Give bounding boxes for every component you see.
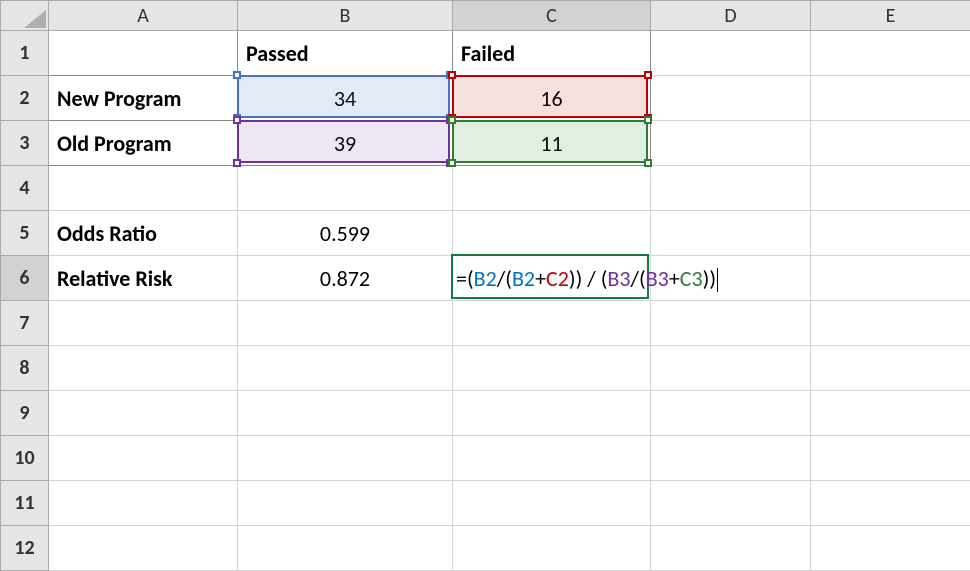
cell-E10[interactable] [811,436,970,481]
col-header-E[interactable]: E [811,1,970,31]
cell-E6[interactable] [811,256,970,301]
cell-D11[interactable] [651,481,811,526]
row-1: 1 PassedFailed [1,31,970,76]
row-7: 7 [1,301,970,346]
cell-C8[interactable] [453,346,651,391]
row-11: 11 [1,481,970,526]
cell-D9[interactable] [651,391,811,436]
cell-D4[interactable] [651,166,811,211]
row-header-3[interactable]: 3 [1,121,49,166]
cell-C5[interactable] [453,211,651,256]
row-header-2[interactable]: 2 [1,76,49,121]
cell-A12[interactable] [49,526,238,571]
row-4: 4 [1,166,970,211]
cell-E7[interactable] [811,301,970,346]
cell-B2[interactable]: 34 [238,76,453,121]
column-header-row: A B C D E [1,1,970,31]
row-12: 12 [1,526,970,571]
select-all-corner[interactable] [1,1,49,31]
cell-C1[interactable]: Failed [453,31,651,76]
cell-B12[interactable] [238,526,453,571]
row-2: 2New Program3416 [1,76,970,121]
cell-A1[interactable] [49,31,238,76]
row-6: 6Relative Risk0.872 [1,256,970,301]
cell-D10[interactable] [651,436,811,481]
cell-D7[interactable] [651,301,811,346]
grid-table[interactable]: A B C D E 1PassedFailed2New Program34163… [0,0,970,571]
cell-C2[interactable]: 16 [453,76,651,121]
cell-D1[interactable] [651,31,811,76]
cell-C3[interactable]: 11 [453,121,651,166]
cell-C9[interactable] [453,391,651,436]
cell-B4[interactable] [238,166,453,211]
cell-C6[interactable] [453,256,651,301]
cell-B1[interactable]: Passed [238,31,453,76]
cell-D8[interactable] [651,346,811,391]
row-header-5[interactable]: 5 [1,211,49,256]
cell-E8[interactable] [811,346,970,391]
cell-D5[interactable] [651,211,811,256]
cell-A10[interactable] [49,436,238,481]
cell-B7[interactable] [238,301,453,346]
row-header-8[interactable]: 8 [1,346,49,391]
row-header-6[interactable]: 6 [1,256,49,301]
col-header-D[interactable]: D [651,1,811,31]
cell-A4[interactable] [49,166,238,211]
row-10: 10 [1,436,970,481]
row-header-10[interactable]: 10 [1,436,49,481]
col-header-C[interactable]: C [453,1,651,31]
row-header-9[interactable]: 9 [1,391,49,436]
row-header-1[interactable]: 1 [1,31,49,76]
row-header-4[interactable]: 4 [1,166,49,211]
cell-E3[interactable] [811,121,970,166]
row-9: 9 [1,391,970,436]
cell-A2[interactable]: New Program [49,76,238,121]
cell-A3[interactable]: Old Program [49,121,238,166]
cell-B11[interactable] [238,481,453,526]
cell-B3[interactable]: 39 [238,121,453,166]
cell-E11[interactable] [811,481,970,526]
cell-A7[interactable] [49,301,238,346]
cell-A9[interactable] [49,391,238,436]
cell-D2[interactable] [651,76,811,121]
cell-C12[interactable] [453,526,651,571]
row-header-7[interactable]: 7 [1,301,49,346]
cell-E5[interactable] [811,211,970,256]
cell-A5[interactable]: Odds Ratio [49,211,238,256]
cell-B9[interactable] [238,391,453,436]
cell-E4[interactable] [811,166,970,211]
row-8: 8 [1,346,970,391]
cell-D12[interactable] [651,526,811,571]
cell-E1[interactable] [811,31,970,76]
cell-C4[interactable] [453,166,651,211]
col-header-B[interactable]: B [238,1,453,31]
cell-C10[interactable] [453,436,651,481]
cell-A6[interactable]: Relative Risk [49,256,238,301]
spreadsheet: A B C D E 1PassedFailed2New Program34163… [0,0,970,571]
row-5: 5Odds Ratio0.599 [1,211,970,256]
cell-C11[interactable] [453,481,651,526]
row-header-12[interactable]: 12 [1,526,49,571]
cell-E2[interactable] [811,76,970,121]
cell-B6[interactable]: 0.872 [238,256,453,301]
cell-B10[interactable] [238,436,453,481]
row-header-11[interactable]: 11 [1,481,49,526]
row-3: 3Old Program3911 [1,121,970,166]
cell-C7[interactable] [453,301,651,346]
cell-D3[interactable] [651,121,811,166]
col-header-A[interactable]: A [49,1,238,31]
cell-B8[interactable] [238,346,453,391]
cell-A11[interactable] [49,481,238,526]
cell-B5[interactable]: 0.599 [238,211,453,256]
cell-A8[interactable] [49,346,238,391]
cell-E9[interactable] [811,391,970,436]
cell-D6[interactable] [651,256,811,301]
cell-E12[interactable] [811,526,970,571]
